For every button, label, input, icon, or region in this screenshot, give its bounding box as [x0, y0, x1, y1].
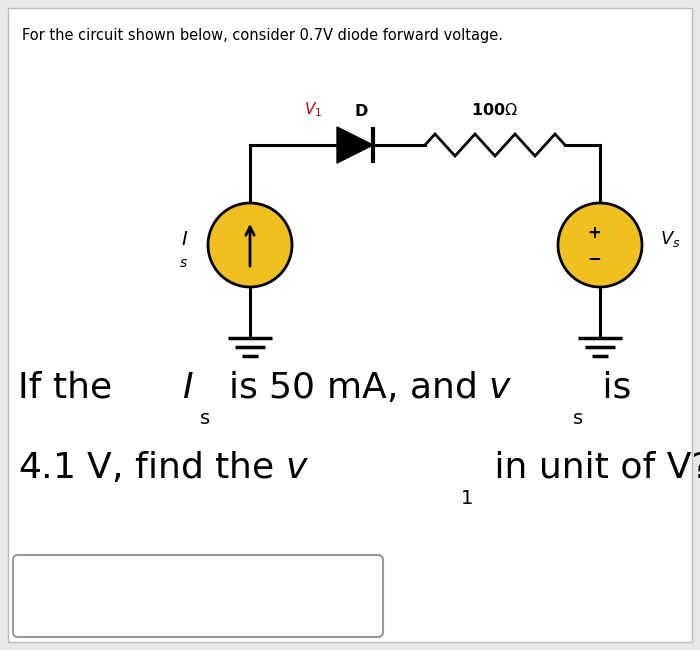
- FancyBboxPatch shape: [8, 8, 692, 642]
- Text: s: s: [200, 408, 210, 428]
- Text: $s$: $s$: [179, 256, 188, 270]
- Text: $I$: $I$: [181, 229, 188, 248]
- Text: in unit of V?: in unit of V?: [483, 451, 700, 485]
- Text: s: s: [573, 408, 583, 428]
- Text: If the: If the: [18, 371, 124, 405]
- Text: is 50 mA, and $\it{v}$: is 50 mA, and $\it{v}$: [217, 370, 512, 406]
- FancyBboxPatch shape: [13, 555, 383, 637]
- Text: D: D: [354, 104, 368, 119]
- Circle shape: [558, 203, 642, 287]
- Text: is: is: [591, 371, 631, 405]
- Text: For the circuit shown below, consider 0.7V diode forward voltage.: For the circuit shown below, consider 0.…: [22, 28, 503, 43]
- Text: +: +: [587, 224, 601, 242]
- Text: 100$\Omega$: 100$\Omega$: [472, 102, 519, 118]
- Circle shape: [208, 203, 292, 287]
- Text: 4.1 V, find the $\it{v}$: 4.1 V, find the $\it{v}$: [18, 450, 309, 486]
- Polygon shape: [337, 127, 373, 163]
- Text: $\it{I}$: $\it{I}$: [182, 371, 194, 405]
- Text: −: −: [587, 249, 601, 267]
- Text: 1: 1: [461, 489, 473, 508]
- Text: $V_s$: $V_s$: [660, 229, 680, 249]
- Text: $V_1$: $V_1$: [304, 100, 322, 119]
